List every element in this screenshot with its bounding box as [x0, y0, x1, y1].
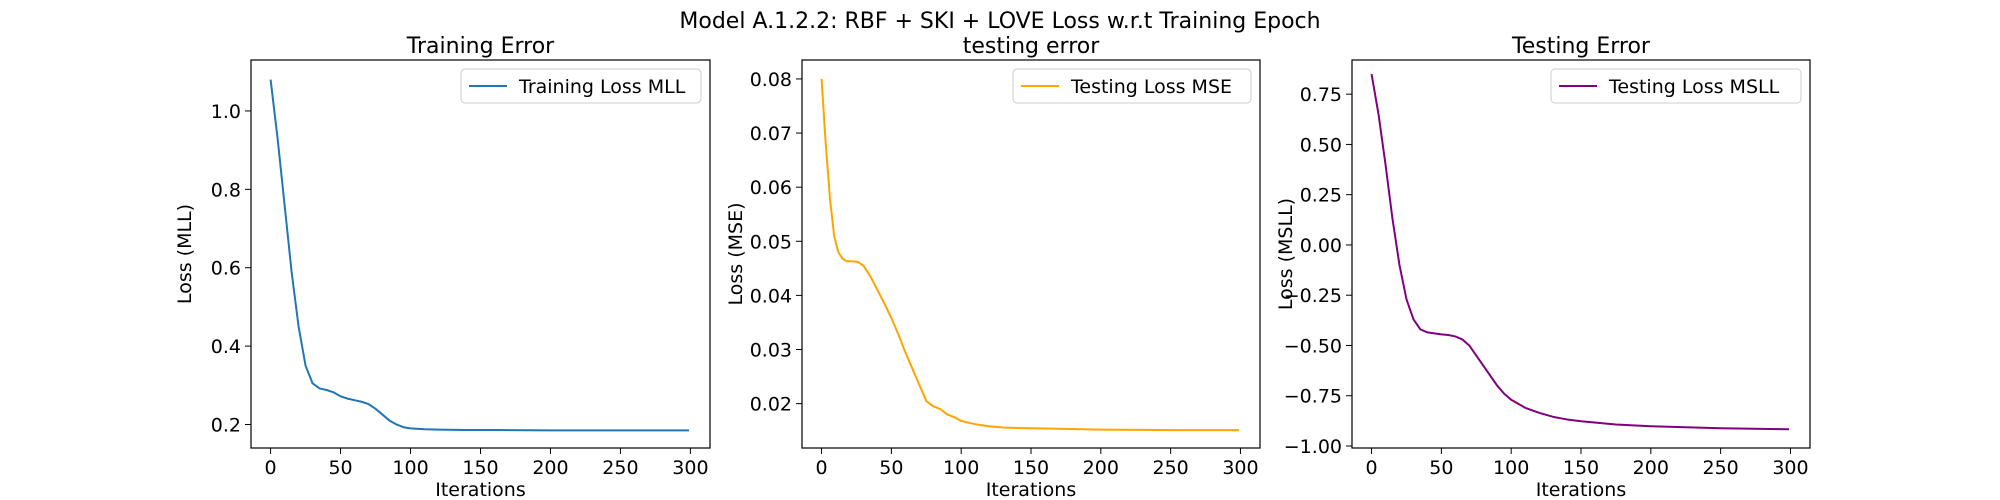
x-tick-label: 250: [1153, 457, 1189, 479]
x-tick-label: 250: [1703, 457, 1739, 479]
y-axis-label: Loss (MLL): [174, 204, 196, 304]
x-tick-label: 300: [672, 457, 708, 479]
x-tick-label: 150: [462, 457, 498, 479]
y-tick-label: 0.00: [1300, 235, 1342, 257]
legend-box: [1550, 68, 1802, 104]
x-axis-label: Iterations: [435, 479, 526, 500]
subplot-3: Testing Error 0 50 100 150 200 250 300 −1.00 −0.7…: [1275, 34, 1811, 500]
subplot-title: Testing Error: [1511, 34, 1651, 59]
legend-label: Testing Loss MSE: [1070, 76, 1232, 98]
x-tick-label: 300: [1772, 457, 1808, 479]
y-tick-label: 0.6: [211, 258, 241, 280]
subplot-1: Training Error 0 50 100 150 200 250 300 0.2 0.4 0.…: [174, 34, 711, 500]
y-axis-label: Loss (MSLL): [1275, 198, 1297, 310]
x-tick-label: 50: [328, 457, 352, 479]
x-tick-label: 50: [879, 457, 903, 479]
x-tick-label: 0: [265, 457, 277, 479]
legend-label: Training Loss MLL: [518, 76, 686, 98]
y-tick-label: 0.07: [750, 123, 792, 145]
subplots: Training Error 0 50 100 150 200 250 300 0.2 0.4 0.…: [174, 34, 1811, 500]
y-axis-label: Loss (MSE): [725, 203, 747, 306]
legend: Training Loss MLL: [460, 68, 702, 104]
y-tick-label: 0.50: [1300, 134, 1342, 156]
y-tick-label: 0.8: [211, 179, 241, 201]
y-tick-label: 0.08: [750, 69, 792, 91]
legend: Testing Loss MSE: [1012, 68, 1252, 104]
x-tick-label: 150: [1013, 457, 1049, 479]
series-line-1: [1370, 73, 1790, 431]
legend-box: [460, 68, 702, 104]
x-tick-label: 150: [1563, 457, 1599, 479]
legend: Testing Loss MSLL: [1550, 68, 1802, 104]
x-tick-label: 50: [1429, 457, 1453, 479]
y-tick-label: −0.75: [1284, 386, 1342, 408]
x-axis-label: Iterations: [1536, 479, 1627, 500]
x-tick-label: 0: [1366, 457, 1378, 479]
subplot-2: testing error 0 50 100 150 200 250 300 0.02 0.03 0…: [725, 34, 1261, 500]
x-tick-label: 200: [1083, 457, 1119, 479]
y-tick-label: 0.04: [750, 285, 792, 307]
series-line-1: [820, 78, 1240, 432]
x-tick-label: 200: [532, 457, 568, 479]
legend-label: Testing Loss MSLL: [1608, 76, 1780, 98]
subplot-title: testing error: [963, 34, 1100, 59]
x-tick-label: 300: [1222, 457, 1258, 479]
legend-box: [1012, 68, 1252, 104]
x-tick-label: 100: [392, 457, 428, 479]
x-tick-label: 100: [1493, 457, 1529, 479]
series-line-1: [269, 79, 690, 432]
y-tick-label: −1.00: [1284, 436, 1342, 458]
y-tick-label: 0.2: [211, 414, 241, 436]
y-tick-label: 0.75: [1300, 84, 1342, 106]
y-tick-label: 0.03: [750, 340, 792, 362]
y-tick-label: 1.0: [211, 101, 241, 123]
x-tick-label: 200: [1633, 457, 1669, 479]
y-tick-label: 0.4: [211, 336, 241, 358]
figure-suptitle: Model A.1.2.2: RBF + SKI + LOVE Loss w.r…: [679, 9, 1320, 34]
x-tick-label: 250: [602, 457, 638, 479]
y-tick-label: 0.25: [1300, 185, 1342, 207]
x-axis-label: Iterations: [986, 479, 1077, 500]
y-tick-label: −0.25: [1284, 285, 1342, 307]
y-tick-label: 0.05: [750, 231, 792, 253]
x-tick-label: 0: [816, 457, 828, 479]
y-tick-label: 0.06: [750, 177, 792, 199]
y-tick-label: 0.02: [750, 394, 792, 416]
subplot-title: Training Error: [406, 34, 555, 59]
x-tick-label: 100: [943, 457, 979, 479]
y-tick-label: −0.50: [1284, 335, 1342, 357]
